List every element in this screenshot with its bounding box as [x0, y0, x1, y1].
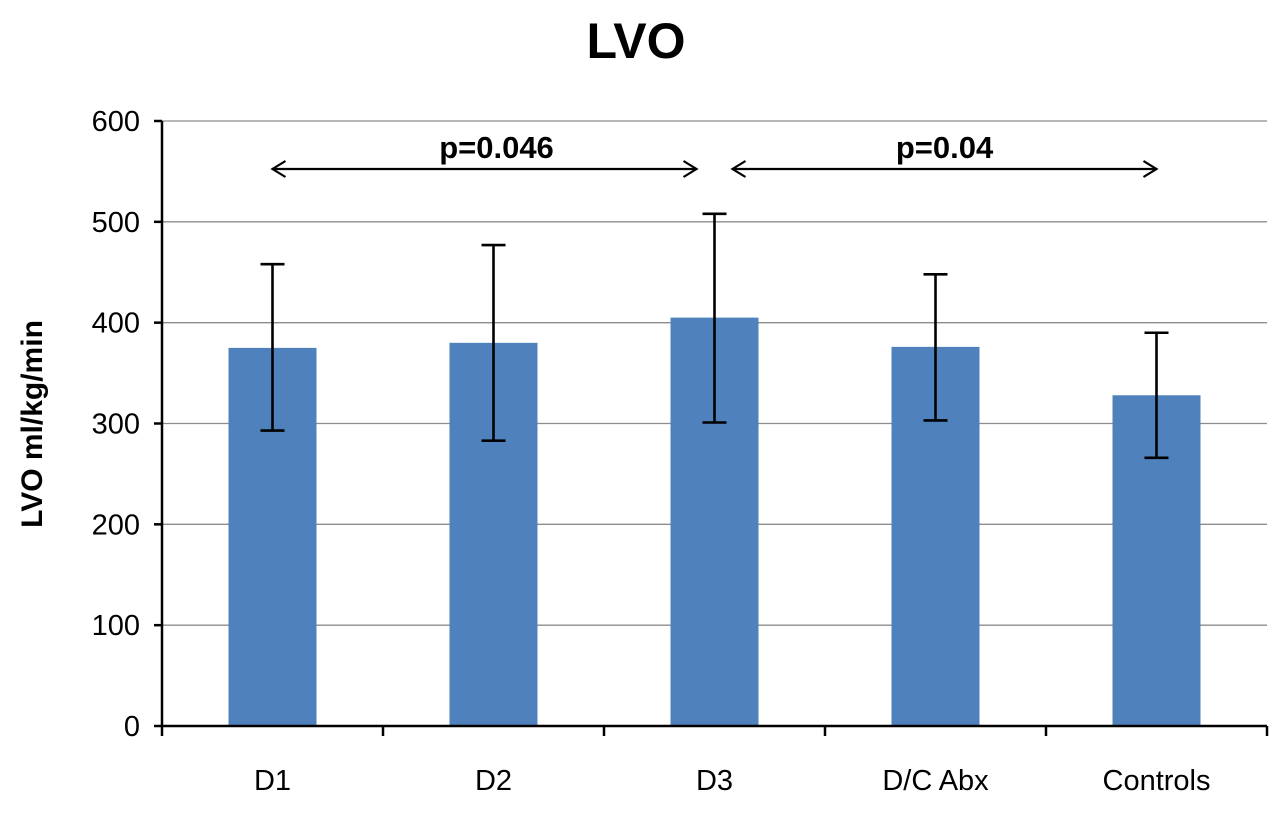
y-axis-label: LVO ml/kg/min: [16, 320, 49, 528]
x-tick-label: D2: [475, 765, 512, 797]
chart-title: LVO: [586, 13, 685, 69]
x-tick-label: D3: [696, 765, 733, 797]
x-tick-label: D1: [254, 765, 291, 797]
y-tick-label: 300: [92, 409, 140, 441]
y-tick-label: 0: [124, 711, 140, 743]
error-bars: [260, 212, 1169, 460]
y-tick-label: 600: [92, 106, 140, 138]
p-value-label: p=0.046: [439, 130, 554, 165]
y-tick-label: 400: [92, 308, 140, 340]
axis-labels: 0 100 200 300 400 500 600 D1 D2 D3 D/C Abx Controls: [92, 106, 1211, 797]
x-tick-label: D/C Abx: [882, 765, 989, 797]
p-value-label: p=0.04: [896, 130, 994, 165]
y-tick-label: 500: [92, 207, 140, 239]
arrowhead-left: [270, 160, 287, 178]
y-tick-label: 200: [92, 509, 140, 541]
axes: [154, 119, 1269, 736]
x-tick-label: Controls: [1103, 765, 1211, 797]
y-tick-label: 100: [92, 610, 140, 642]
significance-annotations: p=0.046 p=0.04: [270, 130, 1159, 178]
arrowhead-right: [1142, 160, 1159, 178]
arrowhead-left: [730, 160, 747, 178]
arrowhead-right: [682, 160, 699, 178]
